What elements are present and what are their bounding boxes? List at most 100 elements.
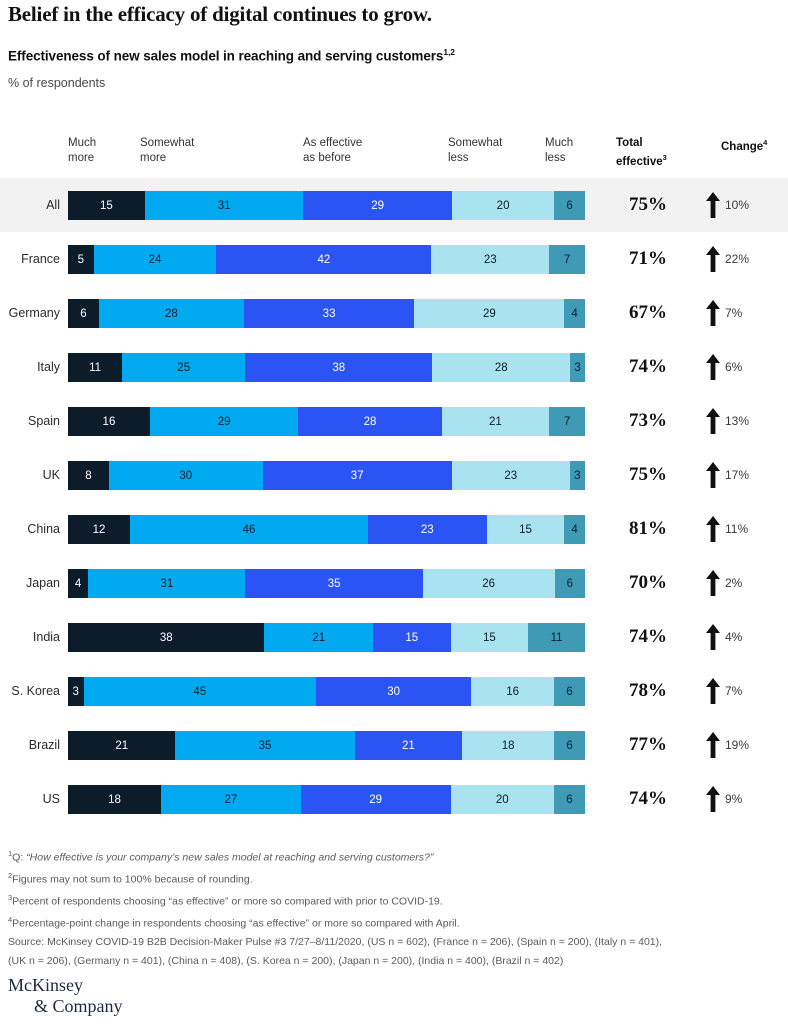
- chart-row: US 18 27 29 20 6 74% 9%: [0, 772, 788, 826]
- column-header-total-effective: Total effective3: [616, 136, 706, 169]
- bar-segment-somewhat-less: 20: [451, 191, 555, 220]
- bar-segment-somewhat-more: 27: [161, 785, 301, 814]
- column-header-much-more: Much more: [68, 137, 97, 164]
- bar-segment-somewhat-more: 46: [130, 515, 368, 544]
- bar-segment-somewhat-less: 23: [431, 245, 550, 274]
- exhibit-title-footnote-ref: 1,2: [443, 47, 455, 57]
- arrow-up-icon: [706, 624, 720, 650]
- source-line-2: (UK n = 206), (Germany n = 401), (China …: [8, 954, 564, 967]
- arrow-up-icon: [706, 462, 720, 488]
- bar-segment-as-effective: 21: [354, 731, 463, 760]
- column-header-somewhat-more: Somewhat more: [140, 137, 195, 164]
- stacked-bar: 6 28 33 29 4: [68, 299, 585, 328]
- bar-segment-somewhat-more: 28: [99, 299, 244, 328]
- chart-row: India 38 21 15 15 11 74% 4%: [0, 610, 788, 664]
- stacked-bar: 5 24 42 23 7: [68, 245, 585, 274]
- change-cell: 6%: [706, 340, 782, 394]
- footnote-1: 1Q: “How effective is your company’s new…: [8, 845, 780, 867]
- stacked-bar: 21 35 21 18 6: [68, 731, 585, 760]
- bar-segment-much-more: 4: [68, 569, 89, 598]
- footnote-2: 2Figures may not sum to 100% because of …: [8, 867, 780, 889]
- chart-row: All 15 31 29 20 6 75% 10%: [0, 178, 788, 232]
- chart-row: Japan 4 31 35 26 6 70% 2%: [0, 556, 788, 610]
- stacked-bar: 38 21 15 15 11: [68, 623, 585, 652]
- stacked-bar: 12 46 23 15 4: [68, 515, 585, 544]
- bar-segment-as-effective: 15: [373, 623, 451, 652]
- bar-segment-somewhat-more: 30: [108, 461, 263, 490]
- exhibit-title-text: Effectiveness of new sales model in reac…: [8, 48, 444, 64]
- column-header-much-less: Much less: [545, 137, 574, 164]
- change-cell: 10%: [706, 178, 782, 232]
- bar-segment-much-less: 3: [570, 353, 585, 382]
- change-value: 11%: [725, 522, 749, 536]
- bar-segment-much-less: 4: [564, 299, 585, 328]
- arrow-up-icon: [706, 786, 720, 812]
- bar-segment-somewhat-less: 15: [486, 515, 565, 544]
- bar-segment-much-less: 7: [549, 407, 585, 436]
- total-effective-value: 74%: [629, 626, 667, 647]
- stacked-bar: 15 31 29 20 6: [68, 191, 585, 220]
- stacked-bar: 18 27 29 20 6: [68, 785, 585, 814]
- bar-segment-much-less: 6: [553, 677, 585, 706]
- bar-segment-somewhat-less: 16: [471, 677, 554, 706]
- footnote-3-text: Percent of respondents choosing “as effe…: [12, 895, 443, 908]
- bar-segment-much-more: 8: [68, 461, 109, 490]
- bar-segment-much-less: 11: [528, 623, 585, 652]
- row-label-china: China: [27, 522, 60, 536]
- change-value: 7%: [725, 306, 743, 320]
- row-label-france: France: [21, 252, 60, 266]
- total-effective-value: 70%: [629, 572, 667, 593]
- chart-row: Germany 6 28 33 29 4 67% 7%: [0, 286, 788, 340]
- column-header-change: Change4: [721, 136, 788, 154]
- bar-segment-somewhat-less: 20: [450, 785, 554, 814]
- column-header-change-text: Change: [721, 140, 764, 153]
- column-header-somewhat-less: Somewhat less: [448, 137, 503, 164]
- arrow-up-icon: [706, 192, 720, 218]
- page-headline: Belief in the efficacy of digital contin…: [8, 2, 432, 26]
- total-effective-value: 77%: [629, 734, 667, 755]
- column-header-change-footnote-ref: 4: [763, 138, 768, 147]
- bar-segment-much-more: 38: [68, 623, 265, 652]
- total-effective-value: 73%: [629, 410, 667, 431]
- bar-segment-somewhat-less: 15: [450, 623, 529, 652]
- bar-segment-as-effective: 35: [245, 569, 423, 598]
- change-value: 2%: [725, 576, 743, 590]
- bar-segment-somewhat-more: 25: [122, 353, 246, 382]
- arrow-up-icon: [706, 516, 720, 542]
- footnote-3: 3Percent of respondents choosing “as eff…: [8, 889, 780, 911]
- bar-segment-much-less: 7: [549, 245, 585, 274]
- bar-segment-somewhat-more: 45: [83, 677, 317, 706]
- stacked-bar: 8 30 37 23 3: [68, 461, 585, 490]
- total-effective-value: 75%: [629, 194, 667, 215]
- total-effective-value: 81%: [629, 518, 667, 539]
- bar-segment-somewhat-less: 23: [451, 461, 570, 490]
- bar-segment-somewhat-more: 31: [144, 191, 304, 220]
- mckinsey-logo: McKinsey & Company: [8, 975, 123, 1017]
- bar-segment-as-effective: 28: [298, 407, 442, 436]
- footnote-3-marker: 3: [8, 893, 13, 903]
- change-cell: 4%: [706, 610, 782, 664]
- chart-row: China 12 46 23 15 4 81% 11%: [0, 502, 788, 556]
- bar-segment-somewhat-less: 29: [414, 299, 565, 328]
- bar-segment-much-more: 11: [68, 353, 123, 382]
- exhibit-title: Effectiveness of new sales model in reac…: [8, 47, 455, 64]
- stacked-bar: 3 45 30 16 6: [68, 677, 585, 706]
- bar-segment-much-more: 18: [68, 785, 162, 814]
- column-header-total-effective-text: Total effective: [616, 137, 663, 168]
- bar-segment-much-less: 6: [554, 731, 585, 760]
- change-cell: 22%: [706, 232, 782, 286]
- chart-row: France 5 24 42 23 7 71% 22%: [0, 232, 788, 286]
- change-value: 13%: [725, 414, 750, 428]
- bar-segment-as-effective: 23: [367, 515, 487, 544]
- footnote-4: 4Percentage-point change in respondents …: [8, 911, 780, 933]
- row-label-us: US: [42, 792, 60, 806]
- chart-row: Italy 11 25 38 28 3 74% 6%: [0, 340, 788, 394]
- chart-row: UK 8 30 37 23 3 75% 17%: [0, 448, 788, 502]
- exhibit-subtitle: % of respondents: [8, 76, 106, 90]
- source-line-1: Source: McKinsey COVID-19 B2B Decision-M…: [8, 936, 663, 949]
- bar-segment-as-effective: 33: [243, 299, 415, 328]
- arrow-up-icon: [706, 678, 720, 704]
- change-value: 17%: [725, 468, 750, 482]
- bar-segment-much-more: 3: [68, 677, 84, 706]
